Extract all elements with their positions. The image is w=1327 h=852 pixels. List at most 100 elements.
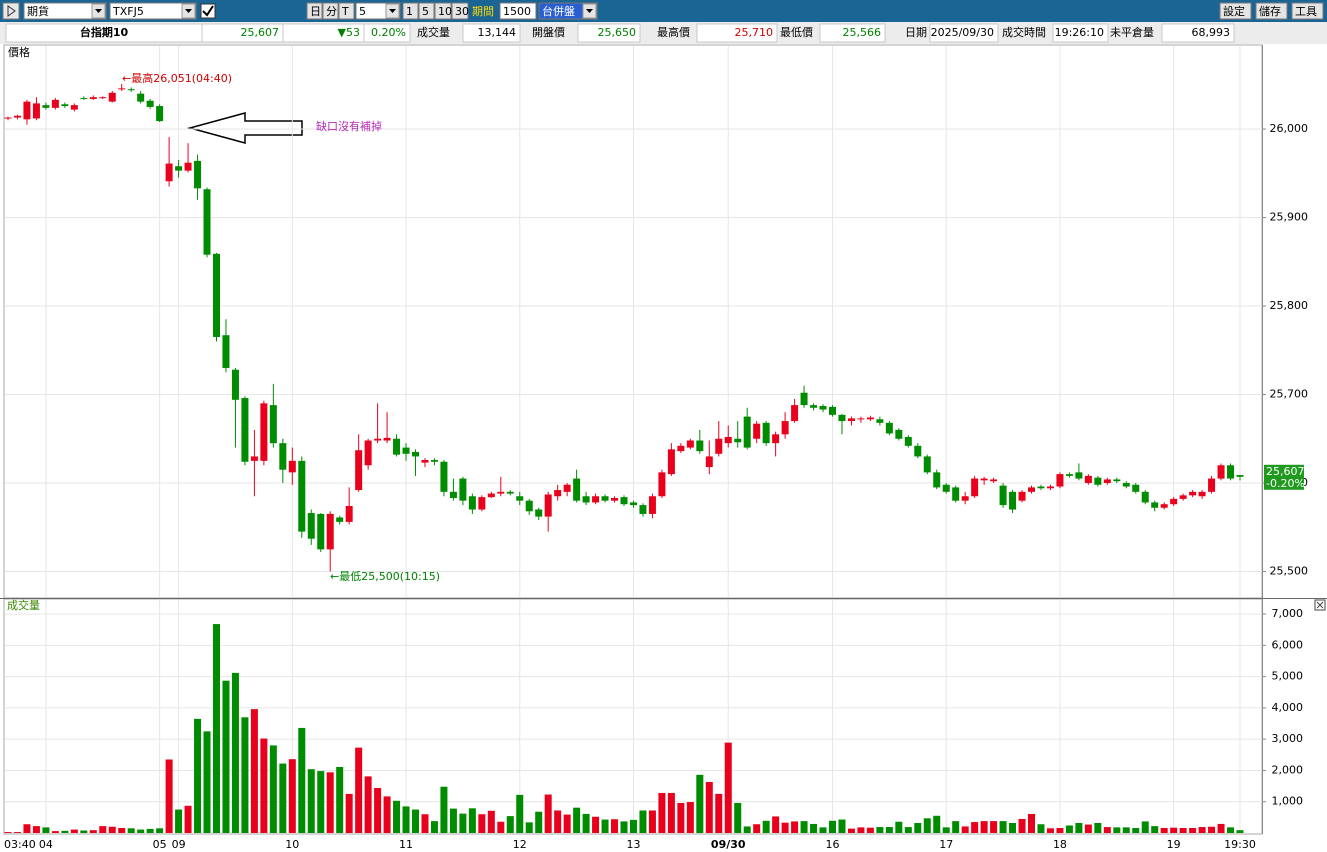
action-button[interactable]: [1219, 2, 1252, 20]
session-select-label: 台併盤: [542, 4, 575, 18]
volume-bar: [51, 831, 59, 833]
dropdown-arrow: [185, 9, 192, 13]
y-tick-label: 2,000: [1272, 763, 1304, 776]
quote-field-label: 日期: [905, 26, 927, 39]
action-button[interactable]: [1291, 2, 1324, 20]
interval-select-label: 5: [359, 5, 366, 18]
candle-body: [374, 438, 382, 441]
x-tick-label: 12: [513, 838, 527, 851]
x-tick-label: 19: [1167, 838, 1181, 851]
quote-cell: [696, 23, 778, 43]
volume-bar: [620, 821, 628, 833]
volume-bar: [430, 821, 438, 833]
toolbar: [0, 0, 1327, 22]
volume-bar: [402, 806, 410, 833]
symbol-select[interactable]: [109, 2, 197, 20]
candle-body: [298, 460, 306, 532]
minute-button[interactable]: [418, 2, 435, 20]
volume-bar: [1056, 827, 1064, 833]
x-tick-label: 13: [626, 838, 640, 851]
candle-body: [203, 189, 211, 255]
quote-value: 0.20%: [371, 26, 406, 39]
candle-body: [990, 479, 998, 482]
candle-body: [1075, 472, 1083, 479]
volume-bar: [478, 814, 486, 833]
minute-button[interactable]: [402, 2, 419, 20]
unit-button[interactable]: [306, 2, 323, 20]
volume-bar: [648, 810, 656, 833]
candle-body: [13, 115, 21, 118]
candle-body: [146, 100, 154, 107]
volume-bar: [601, 819, 609, 833]
volume-bar: [184, 805, 192, 833]
candle-body: [980, 478, 988, 481]
volume-bar: [355, 747, 363, 833]
volume-bar: [383, 796, 391, 833]
volume-bar: [866, 827, 874, 833]
volume-bar: [629, 819, 637, 833]
minute-button[interactable]: [434, 2, 452, 20]
quote-cell: [1161, 23, 1235, 43]
candle-body: [1141, 491, 1149, 503]
volume-bar: [393, 800, 401, 833]
candle-body: [828, 406, 836, 415]
minute-button-label: 5: [422, 5, 429, 18]
candle-body: [108, 92, 116, 102]
candle-body: [1132, 484, 1140, 492]
volume-bar: [876, 827, 884, 833]
candle-body: [307, 513, 315, 539]
unit-button[interactable]: [338, 2, 355, 20]
candle-body: [1179, 495, 1187, 499]
minute-button[interactable]: [451, 2, 469, 20]
action-button[interactable]: [1255, 2, 1288, 20]
candle-body: [336, 517, 344, 522]
candle-body: [279, 443, 287, 470]
candle-body: [734, 438, 742, 443]
candle-body: [876, 419, 884, 423]
x-tick-label: 09: [172, 838, 186, 851]
unit-button[interactable]: [322, 2, 339, 20]
dropdown-arrow: [586, 9, 593, 13]
candle-body: [847, 418, 855, 422]
play-button[interactable]: [2, 2, 20, 20]
volume-bar: [288, 759, 296, 833]
volume-bar: [497, 821, 505, 833]
volume-bar: [1208, 826, 1216, 833]
volume-bar: [810, 823, 818, 833]
candle-body: [402, 447, 410, 454]
candle-body: [696, 440, 704, 452]
volume-bar: [1132, 827, 1140, 833]
candle-body: [506, 491, 514, 494]
quote-value: ▼53: [338, 26, 360, 39]
candle-body: [260, 403, 268, 461]
quote-value: 25,566: [843, 26, 882, 39]
x-tick-label: 09/30: [711, 838, 746, 851]
x-tick-label: 05: [153, 838, 167, 851]
candle-body: [923, 456, 931, 473]
volume-bar: [468, 808, 476, 833]
period-input[interactable]: [499, 2, 537, 20]
y-tick-label: 25,800: [1270, 299, 1309, 312]
gap-annotation: 缺口沒有補掉: [316, 119, 382, 133]
candle-body: [412, 452, 420, 457]
volume-bar: [734, 802, 742, 833]
candle-body: [241, 398, 249, 462]
candle-body: [753, 423, 761, 439]
y-tick-label: 25,900: [1270, 211, 1309, 224]
market-select[interactable]: [23, 2, 107, 20]
volume-bar: [1009, 822, 1017, 833]
volume-bar: [336, 767, 344, 833]
candle-body: [885, 422, 893, 434]
volume-bar: [42, 827, 50, 833]
volume-bar: [175, 809, 183, 833]
candle-body: [440, 461, 448, 492]
candle-body: [212, 253, 220, 337]
volume-bar: [1122, 827, 1130, 833]
volume-bar: [535, 811, 543, 833]
volume-bar: [828, 820, 836, 833]
volume-bar: [838, 819, 846, 833]
candle-body: [838, 414, 846, 422]
candle-body: [857, 418, 865, 420]
candle-body: [554, 490, 562, 497]
